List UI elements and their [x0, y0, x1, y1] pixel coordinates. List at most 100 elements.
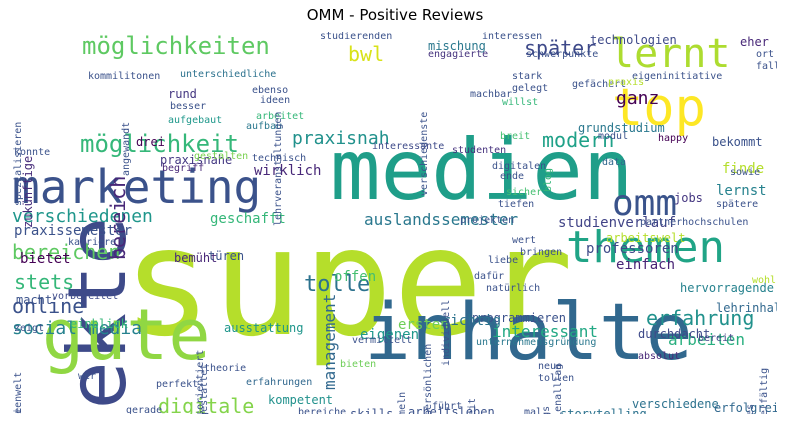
cloud-word: stark: [512, 71, 543, 82]
cloud-word: bereit: [698, 333, 735, 344]
cloud-word: partnerhochschulen: [640, 217, 749, 228]
cloud-word: erfahrungen: [246, 377, 313, 388]
cloud-word: modern: [542, 128, 615, 152]
cloud-word: eigeninitiative: [632, 71, 723, 82]
cloud-word: stets: [14, 270, 75, 294]
cloud-word: auslandssemester: [364, 210, 519, 229]
cloud-word: digitale: [158, 394, 255, 414]
cloud-word: aufgebaut: [168, 115, 223, 126]
cloud-word: vielfältig: [759, 367, 770, 414]
cloud-word: wer: [78, 371, 97, 382]
cloud-word: gerade: [126, 405, 163, 415]
cloud-word: ausstattung: [224, 321, 304, 335]
cloud-word: interessante: [372, 141, 445, 152]
cloud-word: lehrinhalten: [716, 301, 777, 315]
cloud-word: finde: [722, 161, 765, 177]
cloud-word: omm: [612, 183, 678, 224]
cloud-word: sowie: [730, 167, 761, 178]
cloud-word: fall: [756, 61, 777, 72]
cloud-word: medienwelt: [13, 371, 24, 414]
cloud-word: eher: [740, 35, 769, 49]
cloud-word: gute: [42, 294, 211, 376]
cloud-word: studienverlauf: [558, 215, 677, 231]
cloud-word: bereiche: [298, 407, 347, 415]
cloud-word: bringen: [520, 247, 563, 258]
cloud-word: arbeitet: [256, 111, 305, 122]
cloud-word: hervorragende: [680, 281, 774, 295]
cloud-word: super: [122, 196, 574, 370]
cloud-word: ausgestattet: [199, 363, 210, 414]
cloud-word: praxisnah: [292, 128, 390, 149]
cloud-word: themen: [566, 222, 725, 273]
cloud-word: richtig: [442, 313, 502, 329]
cloud-word: programmieren: [472, 311, 566, 325]
cloud-word: sicher: [506, 187, 543, 198]
cloud-word: social media: [12, 318, 143, 339]
cloud-word: einblick: [70, 317, 128, 331]
cloud-word: praxissemester: [14, 223, 133, 239]
cloud-word: karriere: [68, 237, 117, 248]
cloud-word: spezialisieren: [13, 121, 24, 206]
cloud-word: studienalltag: [553, 363, 564, 414]
cloud-word: arbeitsleben: [408, 405, 495, 414]
cloud-word: drei: [136, 135, 165, 149]
cloud-word: bemüht: [174, 251, 218, 265]
cloud-word: bekommt: [712, 135, 763, 149]
cloud-word: engagierte: [428, 49, 489, 60]
cloud-word: skills: [350, 407, 394, 414]
cloud-word: liebe: [488, 255, 519, 266]
cloud-word: neue: [538, 361, 563, 372]
cloud-word: geschafft: [210, 211, 286, 227]
cloud-word: technisch: [252, 153, 307, 164]
cloud-word: storytelling: [560, 407, 647, 414]
cloud-word: vorbereitet: [52, 291, 119, 302]
cloud-word: interessant: [492, 322, 598, 341]
cloud-word: praxis: [608, 77, 645, 88]
cloud-word: verschiedene: [632, 397, 719, 411]
cloud-word: tolle: [304, 272, 371, 297]
cloud-word: ersten: [398, 317, 449, 333]
cloud-word: rund: [168, 87, 197, 101]
cloud-word: spätere: [716, 199, 759, 210]
cloud-word: offen: [334, 269, 377, 285]
cloud-word: bereichen: [12, 240, 121, 264]
cloud-word: interessen: [482, 32, 543, 42]
cloud-word: online: [12, 294, 85, 318]
cloud-word: gefächert: [572, 79, 627, 90]
cloud-word: data: [602, 157, 627, 168]
cloud-word: ort: [756, 49, 775, 60]
cloud-word: führt: [432, 401, 463, 412]
cloud-word: jobs: [674, 191, 703, 205]
cloud-word: machbar: [470, 89, 513, 100]
cloud-word: absolut: [638, 351, 681, 362]
cloud-word: ebenso: [252, 85, 289, 96]
cloud-word: konnte: [14, 147, 51, 158]
cloud-word: blog: [543, 167, 554, 192]
cloud-word: modul: [598, 131, 629, 142]
cloud-word: türen: [208, 249, 245, 263]
cloud-word: bwl: [348, 42, 385, 66]
cloud-word: zeigt: [14, 323, 45, 334]
cloud-word: medien: [330, 121, 634, 219]
cloud-word: professoren: [586, 241, 679, 257]
cloud-word: kompetent: [268, 393, 334, 407]
cloud-word: grundstudium: [578, 121, 665, 135]
cloud-word: vieles: [745, 404, 756, 414]
cloud-word: einfach: [616, 257, 676, 273]
cloud-word: marketing: [12, 160, 262, 214]
cloud-word: besser: [170, 101, 207, 112]
cloud-word: inhalte: [364, 288, 693, 378]
cloud-word: später: [524, 36, 597, 60]
cloud-word: ganz: [616, 88, 660, 109]
cloud-word: lehrveranstaltungen: [273, 111, 284, 226]
cloud-word: perfekt: [156, 379, 199, 390]
cloud-word: theorie: [204, 363, 247, 374]
cloud-word: happy: [658, 133, 689, 144]
cloud-word: willst: [502, 97, 539, 108]
cloud-word: management: [320, 293, 339, 390]
word-cloud: super medien projekte inhalte gute marketing t…: [12, 32, 777, 414]
cloud-word: natürlich: [486, 283, 541, 294]
cloud-word: tollen: [538, 373, 575, 384]
cloud-word: sammeln: [397, 391, 408, 414]
cloud-word: zeit: [467, 397, 478, 414]
